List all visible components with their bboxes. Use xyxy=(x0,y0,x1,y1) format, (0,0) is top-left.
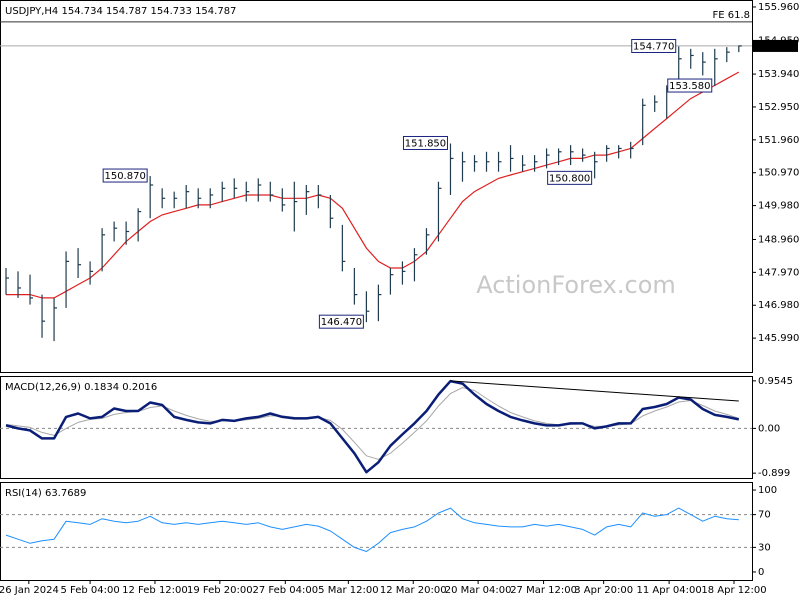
y-tick-label: 150.970 xyxy=(758,168,799,179)
y-tick-label: 151.960 xyxy=(758,135,799,146)
x-tick-label: 12 Feb 12:00 xyxy=(122,585,188,596)
y-tick-label: 145.990 xyxy=(758,333,799,344)
panel-frame xyxy=(0,376,753,479)
panel-title: USDJPY,H4 154.734 154.787 154.733 154.78… xyxy=(5,6,236,17)
y-tick-label: 0.9545 xyxy=(758,376,793,387)
y-tick-label: 0.00 xyxy=(758,423,780,434)
annotation-box xyxy=(402,135,448,150)
y-tick-label: 0 xyxy=(758,567,764,578)
current-price-box xyxy=(752,39,798,52)
x-tick-label: 18 Apr 12:00 xyxy=(701,585,766,596)
trendline xyxy=(450,380,739,402)
panel-title: MACD(12,26,9) 0.1834 0.2016 xyxy=(5,382,157,393)
panel-title: RSI(14) 63.7689 xyxy=(5,488,86,499)
annotation-label: 153.580 xyxy=(669,81,710,92)
series-line xyxy=(5,379,740,474)
x-tick-label: 19 Feb 20:00 xyxy=(187,585,253,596)
annotation-box xyxy=(667,78,713,93)
annotation-label: 150.870 xyxy=(104,171,145,182)
x-tick-label: 5 Mar 12:00 xyxy=(318,585,378,596)
y-tick-label: 30 xyxy=(758,542,771,553)
y-tick-label: 155.960 xyxy=(758,2,799,13)
y-tick-label: -0.899 xyxy=(758,468,790,479)
y-tick-label: 149.980 xyxy=(758,201,799,212)
x-tick-label: 20 Mar 04:00 xyxy=(445,585,512,596)
current-price-label: 154.787 xyxy=(755,41,796,52)
annotation-box xyxy=(102,168,148,183)
annotation-label: 150.800 xyxy=(549,173,590,184)
fe-level-label: FE 61.8 xyxy=(712,10,750,21)
panel-frame xyxy=(0,0,753,373)
y-tick-label: 70 xyxy=(758,510,771,521)
annotation-label: 151.850 xyxy=(405,138,446,149)
watermark: ActionForex.com xyxy=(476,271,676,299)
x-tick-label: 5 Feb 04:00 xyxy=(60,585,119,596)
series-line xyxy=(5,507,739,552)
annotation-box xyxy=(318,314,364,329)
x-tick-label: 3 Apr 20:00 xyxy=(574,585,633,596)
y-tick-label: 153.940 xyxy=(758,69,799,80)
annotation-box xyxy=(631,39,677,53)
annotation-label: 154.770 xyxy=(633,42,674,53)
panel-frame xyxy=(0,482,753,581)
x-tick-label: 27 Mar 12:00 xyxy=(510,585,577,596)
x-tick-label: 12 Mar 20:00 xyxy=(380,585,447,596)
x-tick-label: 11 Apr 04:00 xyxy=(637,585,702,596)
y-tick-label: 152.950 xyxy=(758,102,799,113)
annotation-box xyxy=(547,170,593,185)
annotation-label: 146.470 xyxy=(321,317,362,328)
y-tick-label: 148.960 xyxy=(758,234,799,245)
x-tick-label: 27 Feb 04:00 xyxy=(252,585,318,596)
y-tick-label: 147.970 xyxy=(758,267,799,278)
x-tick-label: 26 Jan 2024 xyxy=(0,585,59,596)
y-tick-label: 100 xyxy=(758,485,777,496)
y-tick-label: 146.980 xyxy=(758,300,799,311)
moving-average xyxy=(6,71,740,299)
